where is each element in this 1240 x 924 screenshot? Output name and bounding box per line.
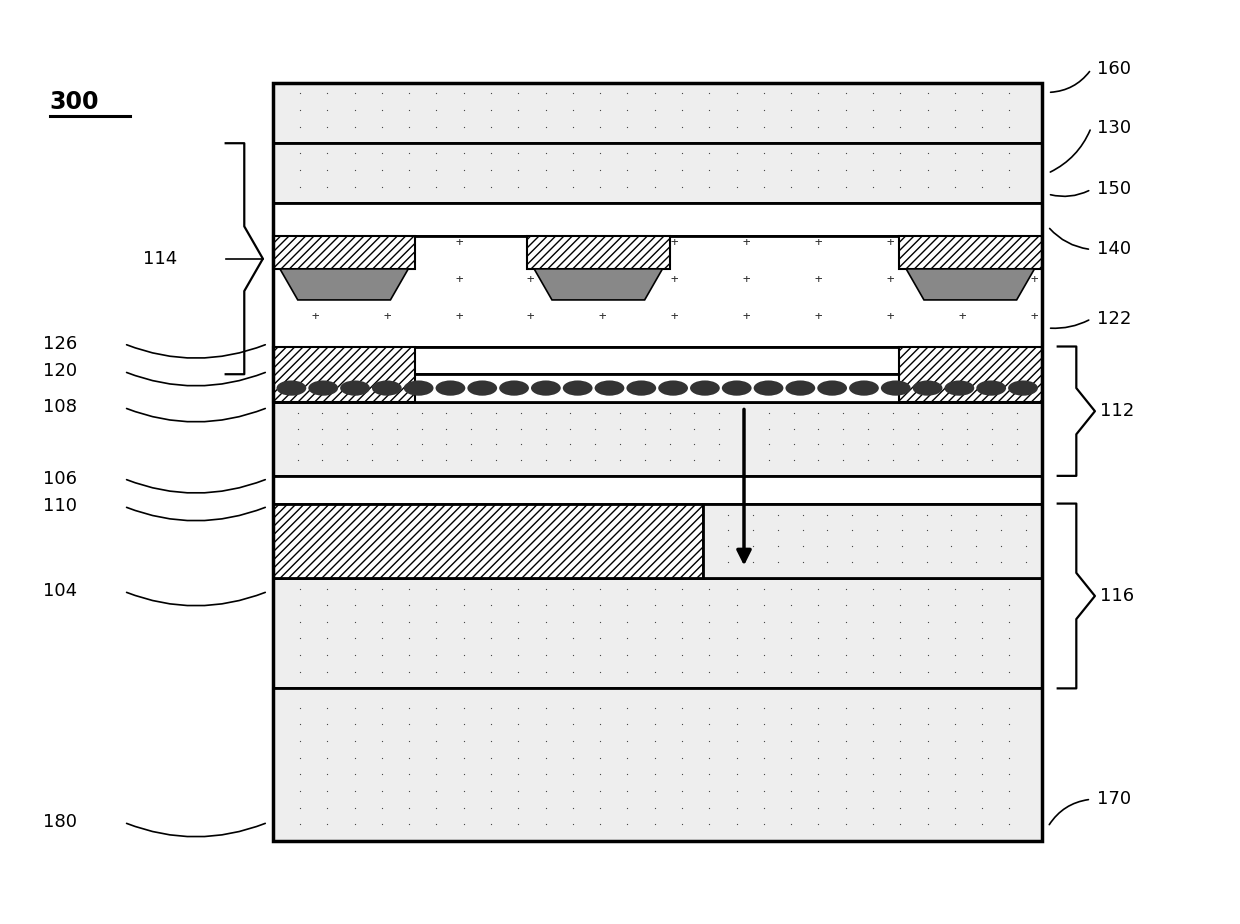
Bar xyxy=(273,236,1042,346)
Bar xyxy=(899,236,1042,269)
Bar xyxy=(899,346,1042,402)
Ellipse shape xyxy=(372,381,402,395)
Ellipse shape xyxy=(1008,381,1038,395)
Ellipse shape xyxy=(849,381,879,395)
Polygon shape xyxy=(906,269,1034,300)
Text: +: + xyxy=(383,273,391,286)
Text: +: + xyxy=(959,310,966,322)
Text: +: + xyxy=(599,310,606,322)
Text: +: + xyxy=(455,310,463,322)
Text: 160: 160 xyxy=(1097,60,1131,79)
Text: 110: 110 xyxy=(43,497,77,516)
Text: 170: 170 xyxy=(1097,790,1132,808)
Ellipse shape xyxy=(785,381,815,395)
Bar xyxy=(273,346,1042,374)
Text: +: + xyxy=(959,236,966,249)
Bar xyxy=(273,374,1042,402)
Text: 122: 122 xyxy=(1097,310,1132,328)
Text: +: + xyxy=(455,236,463,249)
Text: +: + xyxy=(1030,236,1038,249)
Ellipse shape xyxy=(595,381,625,395)
Bar xyxy=(273,203,1042,236)
Text: 120: 120 xyxy=(43,362,78,381)
Text: +: + xyxy=(1030,310,1038,322)
Text: +: + xyxy=(599,236,606,249)
Text: +: + xyxy=(959,273,966,286)
Bar xyxy=(273,236,415,269)
Text: +: + xyxy=(311,273,319,286)
Text: +: + xyxy=(815,236,822,249)
Text: 104: 104 xyxy=(43,582,78,601)
Ellipse shape xyxy=(913,381,942,395)
Text: 150: 150 xyxy=(1097,180,1132,199)
Bar xyxy=(273,504,703,578)
Text: +: + xyxy=(671,273,678,286)
Text: 300: 300 xyxy=(50,90,99,114)
Ellipse shape xyxy=(754,381,784,395)
Text: 116: 116 xyxy=(1100,587,1135,605)
Ellipse shape xyxy=(722,381,751,395)
Ellipse shape xyxy=(531,381,560,395)
Polygon shape xyxy=(534,269,662,300)
Text: +: + xyxy=(671,310,678,322)
Ellipse shape xyxy=(626,381,656,395)
Ellipse shape xyxy=(309,381,339,395)
Text: 106: 106 xyxy=(43,469,77,488)
Bar xyxy=(273,402,1042,476)
Ellipse shape xyxy=(689,381,719,395)
Text: +: + xyxy=(887,310,894,322)
Bar xyxy=(273,83,1042,841)
Bar xyxy=(527,236,670,269)
Bar xyxy=(273,83,1042,143)
Text: +: + xyxy=(383,236,391,249)
Ellipse shape xyxy=(500,381,529,395)
Text: +: + xyxy=(311,236,319,249)
Text: +: + xyxy=(887,236,894,249)
Text: 108: 108 xyxy=(43,398,77,417)
Bar xyxy=(273,476,1042,504)
Ellipse shape xyxy=(976,381,1006,395)
Text: 180: 180 xyxy=(43,813,77,832)
Text: +: + xyxy=(743,310,750,322)
Bar xyxy=(273,688,1042,841)
Ellipse shape xyxy=(277,381,306,395)
Ellipse shape xyxy=(467,381,497,395)
Text: 112: 112 xyxy=(1100,402,1135,420)
Text: +: + xyxy=(815,310,822,322)
Text: +: + xyxy=(743,236,750,249)
Bar xyxy=(273,346,415,402)
Text: +: + xyxy=(887,273,894,286)
Text: +: + xyxy=(815,273,822,286)
Ellipse shape xyxy=(563,381,593,395)
Text: +: + xyxy=(743,273,750,286)
Text: +: + xyxy=(311,310,319,322)
Text: 114: 114 xyxy=(143,249,177,268)
Bar xyxy=(273,578,1042,688)
Text: 126: 126 xyxy=(43,334,78,353)
Polygon shape xyxy=(280,269,408,300)
Text: +: + xyxy=(599,273,606,286)
Bar xyxy=(273,143,1042,203)
Ellipse shape xyxy=(658,381,688,395)
Ellipse shape xyxy=(817,381,847,395)
Ellipse shape xyxy=(435,381,465,395)
Text: +: + xyxy=(671,236,678,249)
Text: +: + xyxy=(527,273,534,286)
Ellipse shape xyxy=(404,381,434,395)
Text: 140: 140 xyxy=(1097,240,1132,259)
Ellipse shape xyxy=(880,381,910,395)
Text: 130: 130 xyxy=(1097,118,1132,137)
Bar xyxy=(703,504,1042,578)
Text: +: + xyxy=(383,310,391,322)
Ellipse shape xyxy=(945,381,975,395)
Text: +: + xyxy=(527,310,534,322)
Text: +: + xyxy=(455,273,463,286)
Text: +: + xyxy=(1030,273,1038,286)
Ellipse shape xyxy=(340,381,370,395)
Text: +: + xyxy=(527,236,534,249)
